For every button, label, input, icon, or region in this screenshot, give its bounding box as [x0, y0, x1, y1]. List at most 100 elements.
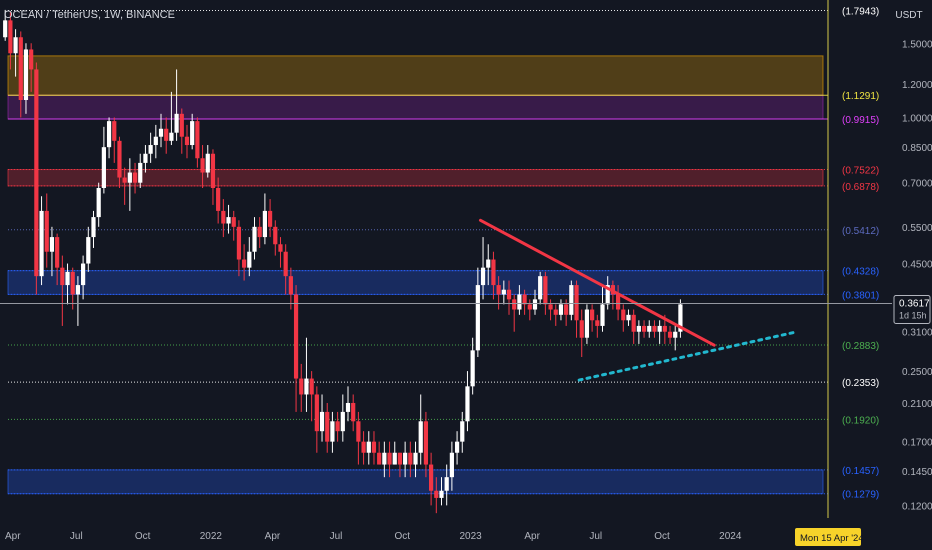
candle-body [621, 309, 626, 321]
y-tick-label: 1.5000 [902, 39, 932, 50]
candle-body [480, 267, 486, 286]
candle-body [138, 162, 143, 183]
candle-body [434, 490, 439, 498]
candle-body [278, 244, 283, 252]
candle-body [164, 128, 169, 141]
candle-body [158, 128, 164, 137]
x-tick-label: 2024 [719, 531, 742, 542]
level-label-11: (0.1457) [842, 466, 879, 477]
candle-body [106, 121, 112, 148]
candle-body [184, 136, 190, 146]
candle-body [273, 226, 278, 245]
level-label-10: (0.1920) [842, 415, 879, 426]
candle-body [132, 172, 138, 183]
chart-title: OCEAN / TetherUS, 1W, BINANCE [4, 9, 175, 21]
candle-body [205, 153, 210, 173]
candle-body [574, 285, 579, 321]
candle-body [569, 285, 574, 315]
candle-body [667, 331, 673, 338]
candle-body [96, 188, 101, 218]
candle-body [403, 452, 408, 465]
candle-body [216, 188, 221, 211]
y-tick-label: 1.0000 [902, 113, 932, 124]
candle-body [579, 320, 584, 338]
candle-body [190, 121, 195, 146]
x-tick-label: Apr [5, 531, 21, 542]
level-label-9: (0.2353) [842, 378, 879, 389]
x-tick-label: Oct [135, 531, 151, 542]
level-label-6: (0.4328) [842, 267, 879, 278]
y-tick-label: 0.4500 [902, 260, 932, 271]
x-tick-label: Jul [330, 531, 343, 542]
candle-body [558, 304, 564, 315]
candle-body [538, 276, 543, 300]
candle-body [127, 172, 132, 183]
candle-body [496, 285, 501, 295]
candle-body [122, 177, 127, 183]
x-tick-label: 2022 [200, 531, 223, 542]
x-tick-label: Oct [654, 531, 670, 542]
candle-body [460, 421, 465, 442]
support-trendline [577, 330, 799, 382]
candle-body [221, 210, 226, 224]
candle-body [226, 217, 231, 224]
resistance-trendline [478, 218, 716, 347]
candle-body [449, 452, 454, 478]
zone-0 [7, 55, 824, 96]
candle-body [506, 289, 512, 300]
price-box-value: 0.3617 [899, 299, 930, 310]
candle-body [429, 464, 434, 491]
candle-body [641, 325, 647, 332]
crosshair-date-box [795, 528, 861, 546]
candle-body [174, 113, 179, 133]
y-tick-label: 0.2100 [902, 399, 932, 410]
candle-body [382, 452, 387, 465]
candle-body [418, 421, 423, 453]
candle-body [44, 210, 49, 252]
candle-body [75, 285, 81, 295]
candle-body [439, 490, 444, 498]
candle-body [13, 37, 18, 54]
candle-body [252, 226, 257, 252]
level-label-4: (0.6878) [842, 182, 879, 193]
level-label-8: (0.2883) [842, 341, 879, 352]
candle-body [23, 49, 29, 100]
candle-body [371, 441, 377, 453]
candle-body [657, 325, 662, 332]
candle-body [148, 145, 153, 154]
y-tick-label: 0.1450 [902, 467, 932, 478]
candle-body [8, 20, 13, 54]
candle-body [631, 314, 636, 332]
candle-body [325, 411, 330, 442]
candle-body [299, 378, 304, 395]
y-tick-label: 0.7000 [902, 179, 932, 190]
candle-body [195, 121, 200, 159]
candle-body [309, 378, 314, 395]
candle-body [444, 477, 449, 491]
candle-body [678, 304, 683, 332]
level-label-2: (0.9915) [842, 115, 879, 126]
candle-body [39, 210, 44, 277]
crosshair-date-label: Mon 15 Apr '24 [800, 533, 864, 544]
candle-body [236, 226, 242, 260]
candle-body [486, 259, 491, 268]
candle-body [351, 402, 356, 422]
axis-unit-button[interactable]: USDT [895, 10, 923, 21]
candle-body [3, 20, 8, 38]
zone-3 [7, 270, 824, 295]
x-tick-label: Apr [524, 531, 540, 542]
candle-body [231, 217, 236, 227]
candle-body [267, 210, 273, 227]
y-tick-label: 0.1700 [902, 438, 932, 449]
candle-body [387, 452, 392, 465]
candle-body [491, 259, 496, 286]
candle-body [517, 294, 522, 310]
level-label-3: (0.7522) [842, 166, 879, 177]
candle-body [55, 237, 60, 268]
candle-body [247, 251, 252, 268]
candle-body [543, 276, 548, 305]
candle-body [590, 309, 595, 321]
y-tick-label: 0.3100 [902, 328, 932, 339]
candle-body [345, 402, 351, 412]
